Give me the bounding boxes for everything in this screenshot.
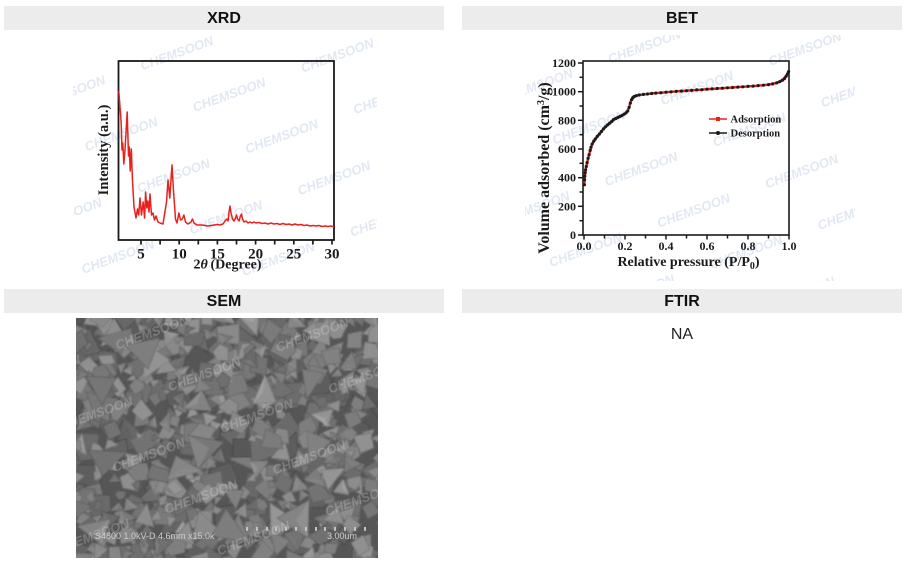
svg-text:CHEMSOON: CHEMSOON [243, 116, 321, 156]
svg-text:CHEMSOON: CHEMSOON [138, 35, 216, 73]
svg-text:CHEMSOON: CHEMSOON [655, 190, 733, 230]
svg-text:30: 30 [325, 247, 340, 263]
svg-text:0: 0 [570, 228, 576, 242]
svg-text:CHEMSOON: CHEMSOON [191, 74, 269, 114]
svg-text:5: 5 [137, 247, 145, 263]
svg-text:15: 15 [210, 247, 225, 263]
svg-text:0.4: 0.4 [659, 239, 674, 253]
svg-text:CHEMSOON: CHEMSOON [187, 197, 265, 237]
svg-text:S4800 1.0kV-D 4.6mm x15.0k: S4800 1.0kV-D 4.6mm x15.0k [95, 531, 215, 541]
svg-text:0.6: 0.6 [700, 239, 715, 253]
svg-text:400: 400 [558, 171, 576, 185]
svg-text:CHEMSOON: CHEMSOON [79, 236, 157, 276]
svg-text:25: 25 [286, 247, 301, 263]
svg-text:1.0: 1.0 [782, 239, 797, 253]
svg-text:CHEMSOON: CHEMSOON [299, 35, 377, 75]
svg-text:Intensity (a.u.): Intensity (a.u.) [96, 105, 112, 196]
svg-text:Relative pressure (P/P0): Relative pressure (P/P0) [617, 255, 759, 272]
svg-text:10: 10 [172, 247, 187, 263]
svg-text:CHEMSOON: CHEMSOON [763, 151, 841, 191]
svg-text:CHEMSOON: CHEMSOON [73, 195, 104, 235]
svg-text:CHEMSOON: CHEMSOON [599, 271, 677, 281]
svg-text:CHEMSOON: CHEMSOON [766, 35, 844, 69]
svg-text:CHEMSOON: CHEMSOON [292, 280, 370, 281]
svg-text:800: 800 [558, 113, 576, 127]
svg-text:CHEMSOON: CHEMSOON [815, 192, 855, 232]
svg-text:Desorption: Desorption [731, 129, 781, 140]
svg-text:CHEMSOON: CHEMSOON [603, 149, 681, 189]
svg-text:CHEMSOON: CHEMSOON [132, 278, 210, 281]
svg-text:1200: 1200 [552, 56, 576, 70]
svg-text:2θ (Degree): 2θ (Degree) [193, 258, 261, 273]
svg-text:CHEMSOON: CHEMSOON [819, 70, 855, 110]
svg-text:0.2: 0.2 [618, 239, 633, 253]
svg-text:600: 600 [558, 142, 576, 156]
svg-text:Adsorption: Adsorption [731, 115, 782, 126]
svg-text:Volume adsorbed (cm3/g): Volume adsorbed (cm3/g) [536, 82, 553, 254]
svg-text:0.8: 0.8 [741, 239, 756, 253]
svg-text:20: 20 [248, 247, 263, 263]
svg-text:200: 200 [558, 199, 576, 213]
svg-text:0.0: 0.0 [577, 239, 592, 253]
svg-text:3.00um: 3.00um [327, 531, 357, 541]
svg-text:CHEMSOON: CHEMSOON [348, 199, 377, 239]
svg-text:CHEMSOON: CHEMSOON [760, 273, 838, 281]
svg-text:1000: 1000 [552, 85, 576, 99]
svg-text:CHEMSOON: CHEMSOON [351, 77, 377, 117]
